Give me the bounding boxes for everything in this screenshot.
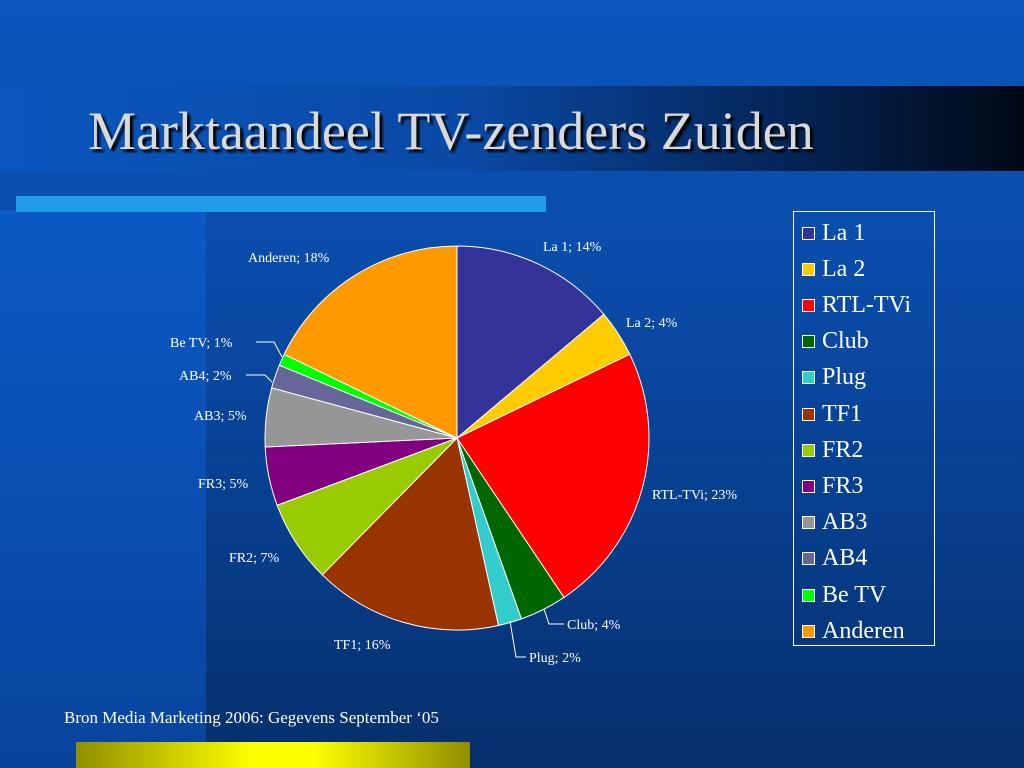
slice-label: La 2; 4% [626, 316, 678, 331]
chart-legend: La 1 La 2 RTL-TVi Club Plug TF1 FR2 FR3 AB3 AB4 Be… [793, 211, 935, 646]
legend-item: AB4 [802, 545, 868, 572]
bottom-bar [76, 742, 470, 768]
slice-label: AB3; 5% [194, 409, 247, 424]
slice-label: Plug; 2% [529, 651, 581, 666]
legend-item: La 2 [802, 255, 866, 282]
leader-lines [246, 341, 564, 658]
legend-item: RTL-TVi [802, 291, 912, 318]
pie-slice-rtl-tvi [456, 353, 650, 599]
pie-slices [264, 245, 650, 631]
legend-swatch [802, 298, 815, 312]
legend-swatch [802, 443, 815, 457]
legend-swatch [802, 479, 815, 493]
slice-label: Be TV; 1% [170, 336, 233, 351]
legend-swatch [802, 226, 815, 240]
legend-label: La 2 [822, 255, 866, 282]
legend-swatch [802, 624, 815, 638]
pie-slice-la-1 [456, 245, 605, 440]
legend-label: Be TV [822, 581, 887, 608]
slice-label: FR3; 5% [198, 477, 249, 492]
slice-label: RTL-TVi; 23% [652, 488, 737, 503]
leader-line [543, 608, 564, 625]
leader-line [246, 374, 273, 383]
legend-swatch [802, 588, 815, 602]
legend-swatch [802, 262, 815, 276]
legend-swatch [802, 371, 815, 385]
slice-label: TF1; 16% [334, 638, 391, 653]
legend-label: Anderen [822, 617, 905, 644]
legend-label: Plug [822, 364, 867, 391]
legend-label: AB4 [822, 545, 868, 572]
legend-label: Club [822, 328, 869, 355]
background-band [0, 210, 206, 768]
title-band [0, 86, 1024, 171]
legend-swatch [802, 552, 815, 566]
leader-line [256, 341, 283, 358]
slice-labels: La 1; 14% La 2; 4% RTL-TVi; 23% Club; 4% Plu… [170, 240, 737, 666]
slice-label: Anderen; 18% [248, 251, 330, 266]
leader-line [509, 620, 526, 658]
slice-label: Club; 4% [567, 618, 621, 633]
legend-label: FR3 [822, 472, 864, 499]
legend-label: La 1 [822, 219, 866, 246]
legend-swatch [802, 407, 815, 421]
legend-item: Club [802, 328, 869, 355]
legend-item: Be TV [802, 581, 887, 608]
source-note: Bron Media Marketing 2006: Gegevens Sept… [64, 708, 439, 727]
slice-label: AB4; 2% [179, 369, 232, 384]
accent-bar [16, 196, 546, 212]
legend-item: TF1 [802, 400, 863, 427]
legend-label: TF1 [822, 400, 863, 427]
legend-item: FR3 [802, 472, 864, 499]
legend-item: AB3 [802, 509, 868, 536]
legend-item: FR2 [802, 436, 864, 463]
legend-label: AB3 [822, 509, 868, 536]
legend-label: RTL-TVi [822, 291, 912, 318]
legend-swatch [802, 335, 815, 349]
legend-swatch [802, 516, 815, 530]
legend-item: Anderen [802, 617, 905, 644]
pie-slice-tf1 [321, 436, 500, 631]
pie-slice-anderen [283, 245, 458, 439]
slide-title: Marktaandeel TV-zenders Zuiden [88, 101, 814, 161]
slice-label: FR2; 7% [229, 551, 280, 566]
legend-item: La 1 [802, 219, 866, 246]
slice-label: La 1; 14% [543, 240, 602, 255]
legend-label: FR2 [822, 436, 864, 463]
legend-item: Plug [802, 364, 867, 391]
